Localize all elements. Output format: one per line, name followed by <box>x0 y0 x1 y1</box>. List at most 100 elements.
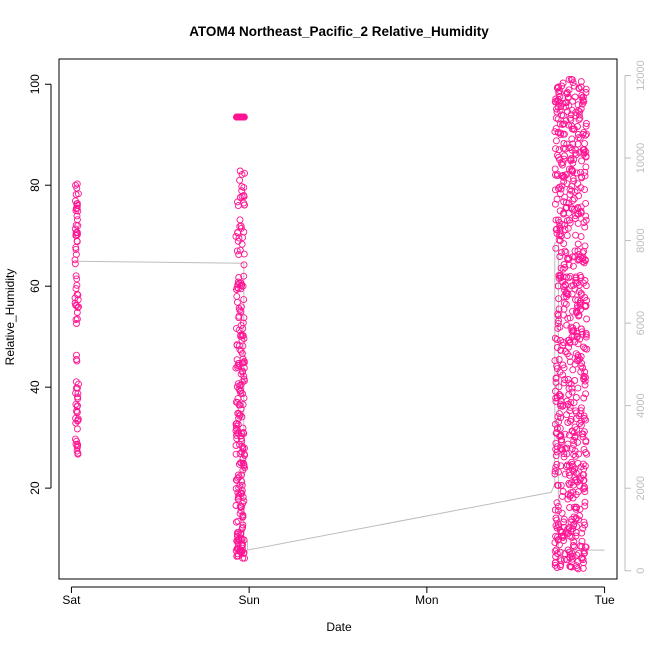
data-point <box>561 173 568 181</box>
data-point <box>574 340 582 348</box>
data-point <box>571 205 579 213</box>
y2-tick-label: 0 <box>635 568 647 574</box>
data-point <box>552 452 560 460</box>
data-point <box>581 168 589 176</box>
data-point <box>580 149 588 157</box>
data-point <box>570 125 578 133</box>
data-point <box>565 469 573 477</box>
data-point <box>570 467 578 475</box>
data-point <box>563 321 571 329</box>
y2-tick-label: 10000 <box>635 143 647 174</box>
data-point <box>560 556 568 564</box>
data-point <box>552 137 560 145</box>
data-point <box>577 233 585 241</box>
data-point <box>569 466 577 474</box>
data-point <box>237 370 245 378</box>
data-point <box>572 296 579 304</box>
data-point <box>553 151 561 159</box>
data-point <box>573 562 580 570</box>
data-point <box>238 503 245 511</box>
data-point <box>566 314 574 322</box>
data-point <box>72 384 80 392</box>
data-point <box>240 261 248 269</box>
data-point <box>559 79 567 87</box>
data-point <box>566 353 573 361</box>
data-point <box>238 113 245 121</box>
data-point <box>233 298 241 306</box>
data-point <box>557 185 565 193</box>
data-point <box>551 357 559 365</box>
data-point <box>578 537 586 545</box>
data-point <box>556 424 564 432</box>
data-point <box>555 88 563 96</box>
data-point <box>239 521 247 529</box>
data-point <box>233 431 240 439</box>
data-point <box>241 201 248 209</box>
data-point <box>555 356 563 363</box>
data-point <box>565 343 573 351</box>
data-point <box>582 331 590 339</box>
data-point <box>563 411 571 419</box>
data-point <box>73 447 81 455</box>
data-point <box>573 564 581 572</box>
data-point <box>563 232 571 240</box>
data-point <box>236 246 244 254</box>
data-point <box>236 441 243 449</box>
data-point <box>578 430 586 438</box>
data-point <box>551 165 559 173</box>
data-point <box>556 392 564 400</box>
data-point <box>234 113 242 121</box>
data-point <box>240 296 248 304</box>
data-point <box>553 499 561 507</box>
data-point <box>579 433 587 441</box>
data-point <box>232 442 240 449</box>
data-point <box>240 375 248 383</box>
data-point <box>565 462 573 470</box>
data-point <box>552 439 560 447</box>
data-point <box>568 333 576 341</box>
data-point <box>569 174 577 182</box>
data-point <box>581 488 589 496</box>
data-point <box>240 549 248 557</box>
data-point <box>232 547 240 555</box>
data-point <box>552 244 560 252</box>
data-point <box>240 192 248 199</box>
data-point <box>239 424 247 432</box>
data-point <box>573 169 581 177</box>
data-point <box>574 565 582 573</box>
data-point <box>237 432 245 440</box>
data-point <box>572 394 580 401</box>
data-point <box>73 408 81 416</box>
data-point <box>571 377 579 384</box>
data-point <box>578 157 586 165</box>
data-point <box>568 445 576 453</box>
data-point <box>566 504 574 511</box>
data-point <box>71 256 79 264</box>
data-point <box>576 482 584 490</box>
data-point <box>238 240 246 248</box>
data-point <box>73 238 81 245</box>
data-point <box>580 445 588 453</box>
data-point <box>579 524 587 532</box>
data-point <box>554 216 562 224</box>
data-point <box>582 216 590 224</box>
data-point <box>560 450 568 458</box>
data-point <box>555 418 563 426</box>
data-point <box>562 289 570 297</box>
data-point <box>580 343 588 351</box>
data-point <box>238 281 246 289</box>
data-point <box>557 131 564 139</box>
data-point <box>568 388 576 396</box>
data-point <box>581 521 589 529</box>
data-point <box>581 368 589 376</box>
data-point <box>553 105 560 113</box>
data-point <box>238 471 246 479</box>
data-point <box>559 488 567 495</box>
data-point <box>580 394 588 402</box>
data-point <box>557 232 565 240</box>
data-point <box>569 159 577 167</box>
data-point <box>570 543 578 551</box>
data-point <box>577 203 585 211</box>
data-point <box>562 463 570 470</box>
data-point <box>552 114 560 122</box>
